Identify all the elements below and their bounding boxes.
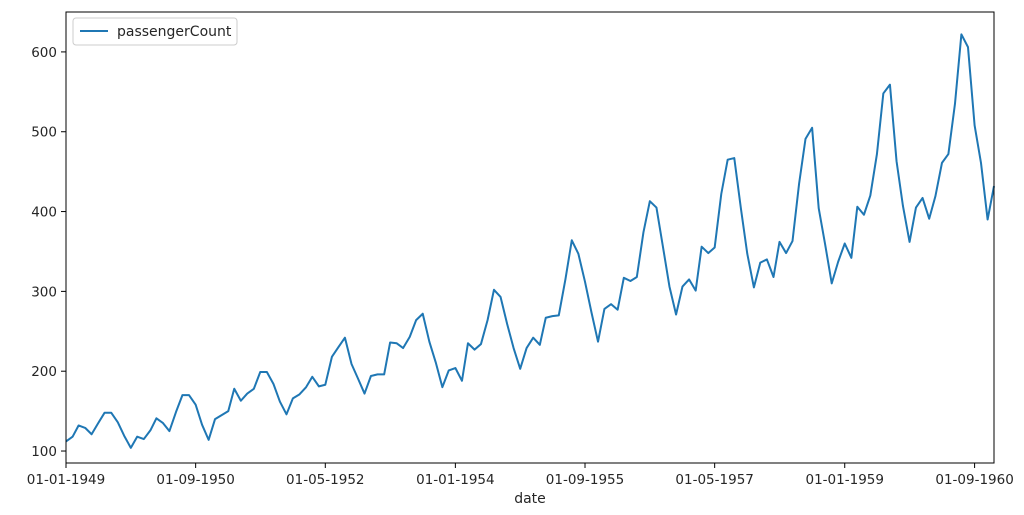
x-tick-label: 01-05-1957	[675, 472, 753, 488]
x-tick-label: 01-09-1960	[935, 472, 1013, 488]
axis-ticks: 100 200 300 400 500 600 01-01-1949 01-09-1950 01…	[27, 45, 1014, 488]
y-tick-label: 100	[31, 444, 57, 460]
series-layer	[65, 33, 995, 449]
y-tick-label: 400	[31, 205, 57, 221]
y-tick-label: 500	[31, 125, 57, 141]
series-line-passengercount	[65, 33, 995, 449]
x-tick-label: 01-01-1954	[416, 472, 494, 488]
x-tick-label: 01-01-1959	[806, 472, 884, 488]
legend-label: passengerCount	[117, 24, 232, 40]
legend-box	[72, 17, 238, 46]
x-tick-label: 01-09-1955	[546, 472, 624, 488]
y-tick-label: 300	[31, 284, 57, 300]
x-tick-label: 01-09-1950	[156, 472, 234, 488]
y-tick-label: 600	[31, 45, 57, 61]
plot-area-frame	[65, 11, 995, 464]
x-tick-label: 01-01-1949	[27, 472, 105, 488]
x-axis-title: date	[514, 491, 546, 507]
legend: passengerCount	[72, 17, 238, 46]
x-tick-label: 01-05-1952	[286, 472, 364, 488]
y-tick-label: 200	[31, 364, 57, 380]
